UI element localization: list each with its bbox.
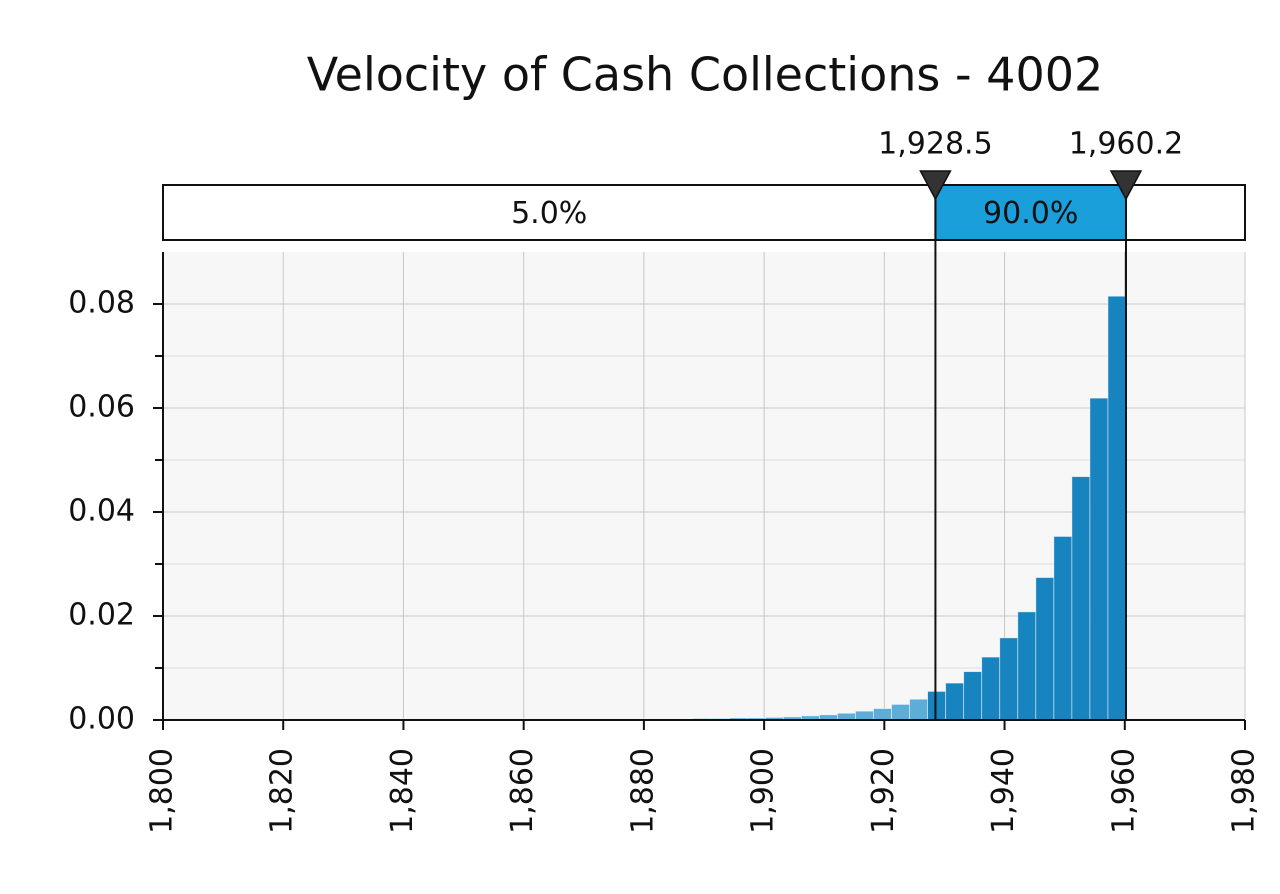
y-tick-label: 0.00 xyxy=(68,702,135,737)
x-tick-label: 1,880 xyxy=(625,748,660,834)
x-tick-label: 1,960 xyxy=(1106,748,1141,834)
x-tick-label: 1,920 xyxy=(866,748,901,834)
bar xyxy=(999,637,1019,721)
band-label: 90.0% xyxy=(983,196,1078,231)
bar xyxy=(981,656,1001,721)
bar xyxy=(1071,476,1091,721)
marker-triangle xyxy=(1109,170,1143,201)
band-highlight xyxy=(934,184,1127,241)
x-tick-label: 1,820 xyxy=(265,748,300,834)
x-tick-label: 1,900 xyxy=(746,748,781,834)
marker-label: 1,960.2 xyxy=(1069,127,1184,162)
bar xyxy=(1053,536,1073,721)
band-label: 5.0% xyxy=(511,196,587,231)
marker-label: 1,928.5 xyxy=(878,127,993,162)
bar xyxy=(1089,397,1109,721)
x-tick-label: 1,860 xyxy=(505,748,540,834)
bar xyxy=(837,712,856,721)
x-tick-label: 1,840 xyxy=(385,748,420,834)
bar xyxy=(927,691,947,721)
bar xyxy=(945,682,965,721)
bar xyxy=(909,698,929,721)
marker-triangle xyxy=(919,170,952,201)
x-tick-label: 1,940 xyxy=(986,748,1021,834)
y-tick-label: 0.04 xyxy=(68,494,135,529)
bar xyxy=(891,704,910,721)
y-tick-label: 0.08 xyxy=(68,286,135,321)
x-tick-label: 1,800 xyxy=(145,748,180,834)
bar xyxy=(873,708,892,721)
bar xyxy=(1035,577,1055,721)
bar xyxy=(963,671,983,721)
y-tick-label: 0.06 xyxy=(68,390,135,425)
chart-title: Velocity of Cash Collections - 4002 xyxy=(307,48,1104,102)
bar xyxy=(1017,611,1037,721)
bar xyxy=(1107,295,1127,721)
bar xyxy=(855,710,874,721)
y-tick-label: 0.02 xyxy=(68,598,135,633)
x-tick-label: 1,980 xyxy=(1227,748,1262,834)
